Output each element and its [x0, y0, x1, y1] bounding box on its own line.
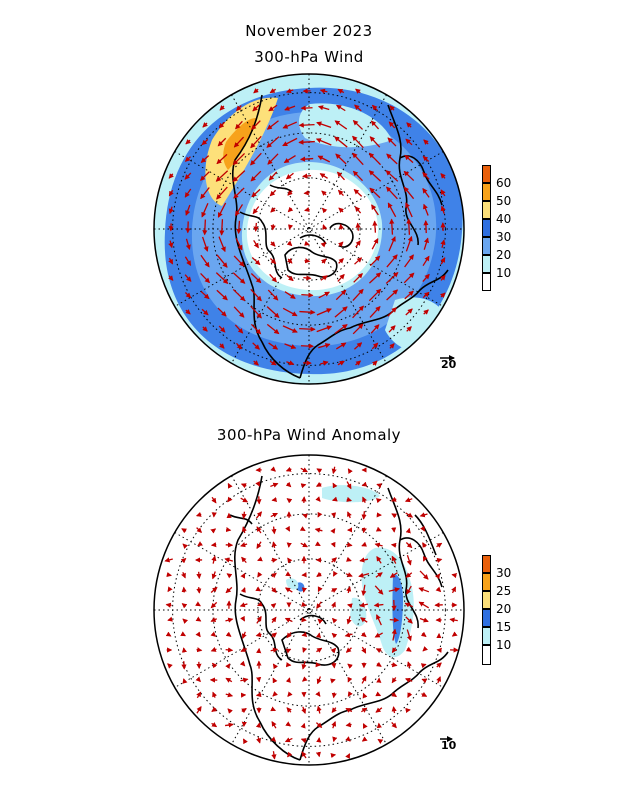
bottom-colorbar-segment: [482, 645, 491, 665]
bottom-colorbar-segment: [482, 573, 491, 591]
bottom-colorbar-segment: [482, 555, 491, 573]
top-colorbar-tick: 40: [496, 212, 512, 226]
top-reference-vector-label: 20: [441, 358, 457, 371]
bottom-map-border: [153, 454, 465, 766]
top-colorbar-segment: [482, 183, 491, 201]
top-colorbar-tick: 30: [496, 230, 512, 244]
top-colorbar-segment: [482, 255, 491, 273]
top-colorbar-tick: 50: [496, 194, 512, 208]
top-colorbar: 60 50 40 30 20 10: [482, 165, 511, 291]
top-colorbar-tick: 20: [496, 248, 512, 262]
top-colorbar-tick: 10: [496, 266, 512, 280]
top-colorbar-segment: [482, 201, 491, 219]
bottom-colorbar-tick: 25: [496, 584, 512, 598]
top-colorbar-segment: [482, 237, 491, 255]
bottom-colorbar: 30 25 20 15 10: [482, 555, 511, 665]
top-colorbar-tick: 60: [496, 176, 512, 190]
bottom-colorbar-tick: 30: [496, 566, 512, 580]
bottom-colorbar-tick: 10: [496, 638, 512, 652]
bottom-coastlines: [229, 475, 449, 761]
top-wind-vectors: [168, 88, 446, 366]
bottom-colorbar-segment: [482, 591, 491, 609]
bottom-reference-vector-label: 10: [441, 739, 457, 752]
top-colorbar-segment: [482, 165, 491, 183]
panel-bottom-title: 300-hPa Wind Anomaly: [216, 426, 402, 444]
top-coastlines: [231, 94, 459, 379]
bottom-colorbar-segment: [482, 609, 491, 627]
top-colorbar-segment: [482, 219, 491, 237]
month-title: November 2023: [245, 22, 373, 40]
bottom-graticule: [154, 455, 464, 765]
top-map-border: [153, 73, 465, 385]
top-colorbar-segment: [482, 273, 491, 291]
bottom-colorbar-tick: 15: [496, 620, 512, 634]
panel-top-title: 300-hPa Wind: [254, 48, 364, 66]
bottom-colorbar-segment: [482, 627, 491, 645]
wind-speed-shading: [154, 74, 464, 384]
bottom-colorbar-tick: 20: [496, 602, 512, 616]
bottom-wind-vectors: [164, 466, 459, 760]
